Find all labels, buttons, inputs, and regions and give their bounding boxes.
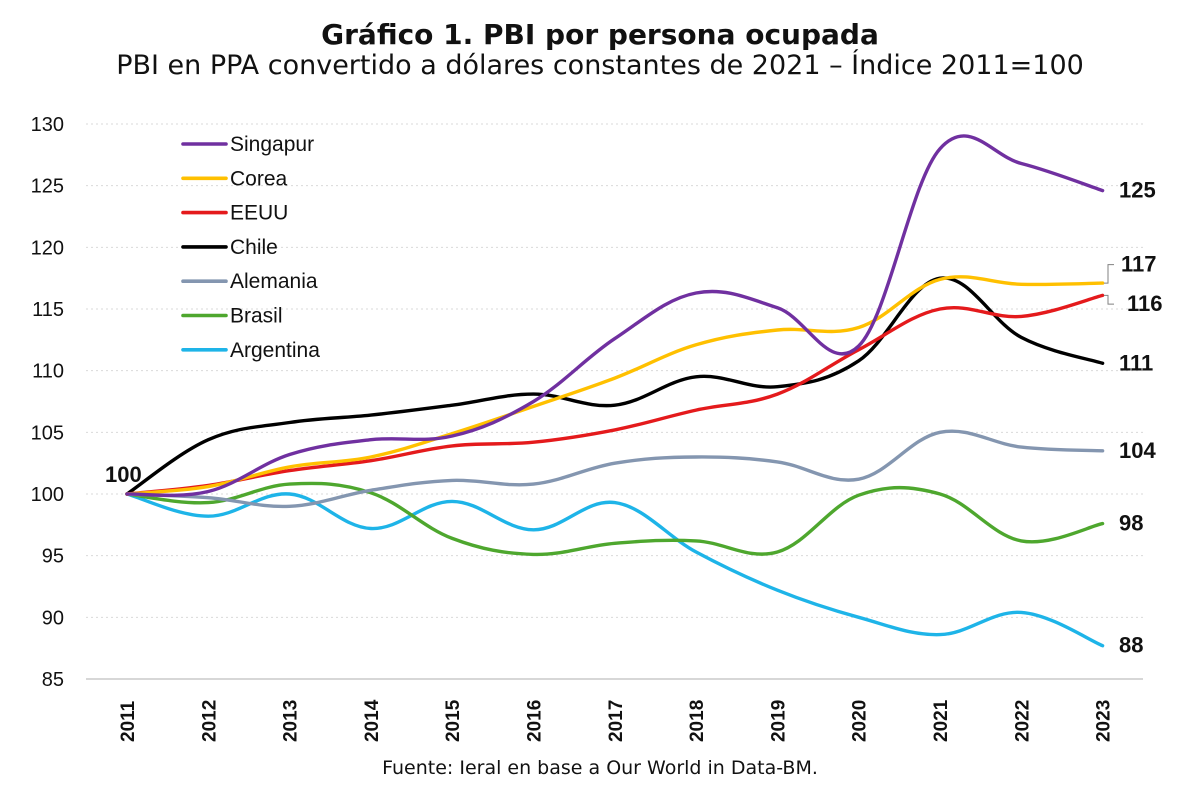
legend-label-corea: Corea	[230, 167, 288, 190]
x-tick-label: 2012	[199, 700, 220, 742]
end-value-label-chile: 111	[1119, 350, 1153, 375]
chart-source: Fuente: Ieral en base a Our World in Dat…	[382, 757, 818, 779]
series-line-alemania	[125, 429, 1105, 509]
legend-label-singapur: Singapur	[230, 133, 314, 156]
y-tick-label: 125	[31, 176, 64, 198]
end-value-label-alemania: 104	[1119, 438, 1156, 463]
y-tick-label: 90	[42, 607, 64, 629]
label-connector-eeuu	[1104, 294, 1114, 305]
y-tick-label: 130	[31, 114, 64, 136]
legend-label-chile: Chile	[230, 236, 278, 259]
series-line-eeuu	[125, 293, 1105, 496]
x-tick-label: 2023	[1094, 700, 1115, 742]
start-value-label: 100	[105, 462, 142, 487]
x-tick-label: 2021	[931, 699, 952, 742]
y-tick-label: 85	[42, 669, 64, 691]
end-value-label-corea: 117	[1121, 252, 1157, 277]
y-tick-label: 110	[32, 361, 64, 383]
x-tick-label: 2013	[281, 700, 302, 742]
x-tick-label: 2016	[525, 700, 546, 742]
data-labels: 100 125 117 116 111 104 98 88	[105, 178, 1163, 658]
y-tick-label: 95	[42, 546, 64, 568]
end-value-label-singapur: 125	[1119, 178, 1156, 203]
end-value-label-brasil: 98	[1119, 511, 1143, 536]
legend-label-argentina: Argentina	[230, 339, 320, 362]
legend-label-eeuu: EEUU	[230, 202, 288, 225]
series-line-argentina	[125, 492, 1105, 648]
y-tick-label: 120	[31, 237, 64, 259]
label-connector-corea	[1104, 264, 1114, 284]
legend-label-brasil: Brasil	[230, 305, 283, 328]
x-tick-label: 2019	[768, 700, 789, 742]
x-tick-label: 2022	[1012, 700, 1033, 742]
y-tick-label: 100	[31, 484, 64, 506]
legend: Singapur Corea EEUU Chile Alemania Brasil Arge…	[181, 133, 320, 362]
x-tick-label: 2017	[606, 700, 627, 742]
x-tick-label: 2014	[362, 699, 383, 742]
chart-subtitle: PBI en PPA convertido a dólares constant…	[116, 50, 1084, 81]
series-line-brasil	[125, 481, 1105, 557]
series-lines	[125, 134, 1105, 648]
axes: 85 90 95 100 105 110 115 120 125 130 2011 2012 2013 2…	[31, 114, 1143, 742]
x-tick-label: 2011	[118, 700, 139, 742]
end-value-label-argentina: 88	[1119, 633, 1143, 658]
series-line-corea	[125, 275, 1105, 496]
y-tick-label: 115	[32, 299, 64, 321]
legend-label-alemania: Alemania	[230, 270, 318, 293]
x-tick-label: 2015	[443, 699, 464, 742]
end-value-label-eeuu: 116	[1127, 291, 1163, 316]
x-tick-label: 2018	[687, 700, 708, 742]
y-tick-label: 105	[31, 422, 64, 444]
x-tick-label: 2020	[850, 700, 871, 742]
series-line-singapur	[125, 134, 1105, 498]
chart-title: Gráfico 1. PBI por persona ocupada	[321, 18, 879, 51]
